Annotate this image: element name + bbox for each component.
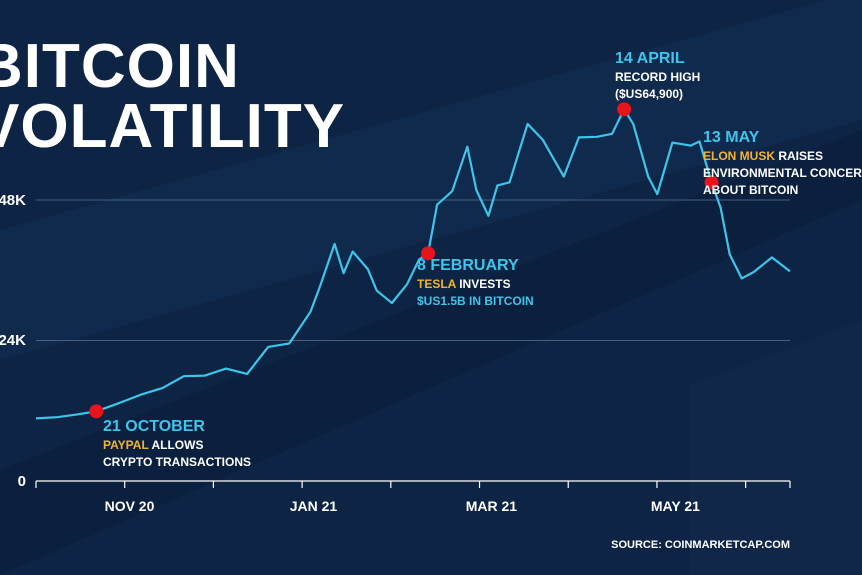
annotation-april-text-2: ($US64,900) bbox=[615, 87, 684, 101]
annotation-april: 14 APRIL RECORD HIGH ($US64,900) bbox=[615, 49, 700, 103]
annotation-may-text-3: ABOUT BITCOIN bbox=[703, 183, 799, 197]
annotation-may-text-2: ENVIRONMENTAL CONCERNS bbox=[703, 166, 862, 180]
annotation-february-text-2: $US1.5B IN BITCOIN bbox=[417, 294, 534, 308]
x-tick-jan21: JAN 21 bbox=[289, 498, 338, 514]
annotation-october-text-1: ALLOWS bbox=[148, 438, 204, 452]
y-tick-24k: 24K bbox=[0, 332, 26, 349]
annotation-may: 13 MAY ELON MUSK RAISES ENVIRONMENTAL CO… bbox=[703, 128, 862, 199]
annotation-october-highlight: PAYPAL bbox=[103, 438, 149, 452]
x-tick-may21: MAY 21 bbox=[650, 498, 700, 514]
annotation-may-highlight: ELON MUSK bbox=[703, 149, 775, 163]
annotation-february: 8 FEBRUARY TESLA INVESTS $US1.5B IN BITC… bbox=[417, 256, 534, 310]
title-line-2: VOLATILITY bbox=[0, 92, 346, 161]
source-credit: SOURCE: COINMARKETCAP.COM bbox=[611, 539, 790, 551]
annotation-february-highlight: TESLA bbox=[417, 277, 456, 291]
y-tick-0: 0 bbox=[17, 473, 26, 490]
marker-may bbox=[704, 175, 719, 190]
annotation-april-date: 14 APRIL bbox=[615, 50, 685, 67]
title-line-1: BITCOIN bbox=[0, 32, 240, 101]
x-tick-nov20: NOV 20 bbox=[104, 498, 155, 514]
marker-april bbox=[617, 102, 632, 117]
annotation-october-text-2: CRYPTO TRANSACTIONS bbox=[103, 455, 252, 469]
annotation-may-text-1: RAISES bbox=[775, 149, 824, 163]
annotation-october-date: 21 OCTOBER bbox=[103, 418, 205, 435]
y-tick-48k: 48K bbox=[0, 192, 26, 209]
annotation-october: 21 OCTOBER PAYPAL ALLOWS CRYPTO TRANSACT… bbox=[103, 417, 251, 471]
annotation-february-text-1: INVESTS bbox=[455, 277, 511, 291]
marker-october bbox=[89, 404, 104, 419]
price-line bbox=[35, 108, 791, 420]
annotation-april-text-1: RECORD HIGH bbox=[615, 70, 701, 84]
x-tick-mar21: MAR 21 bbox=[465, 498, 518, 514]
annotation-may-date: 13 MAY bbox=[703, 129, 760, 146]
annotation-february-date: 8 FEBRUARY bbox=[417, 257, 519, 274]
marker-february bbox=[421, 246, 436, 261]
